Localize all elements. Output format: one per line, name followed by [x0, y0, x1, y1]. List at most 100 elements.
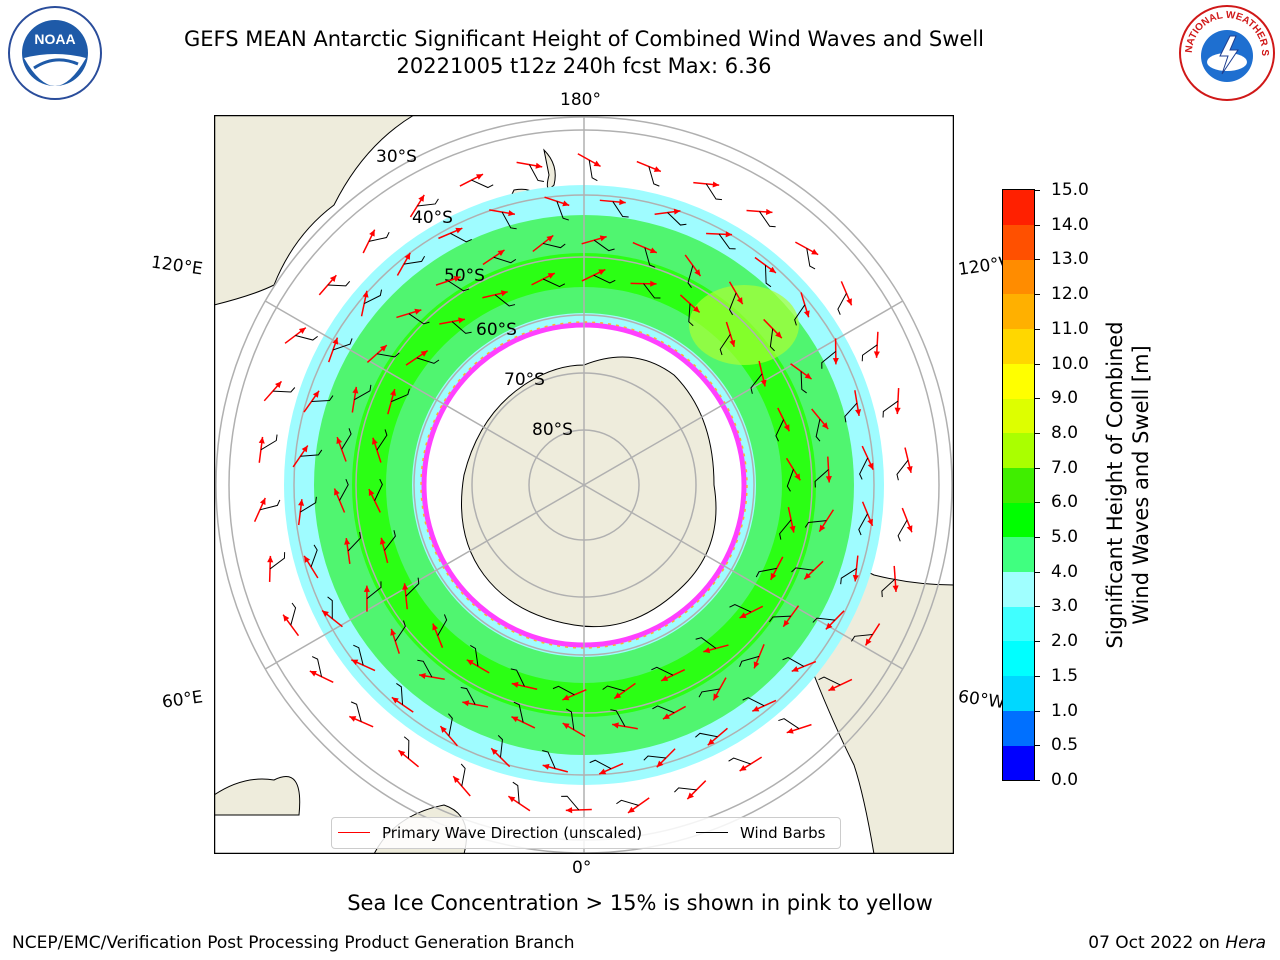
wave-direction-arrowhead [419, 672, 426, 679]
wind-barb [882, 400, 899, 418]
wind-barb [396, 683, 404, 705]
wind-barb [593, 274, 616, 284]
longitude-label-60e: 60°E [160, 687, 205, 713]
wave-direction-arrowhead [511, 716, 519, 723]
wave-direction-arrowhead [739, 612, 747, 618]
wave-direction-arrowhead [760, 379, 767, 387]
wave-direction-arrowhead [627, 806, 635, 813]
colorbar-tick-label: 0.5 [1051, 735, 1079, 756]
wind-barb [339, 479, 349, 501]
wave-direction-arrowhead [455, 227, 463, 234]
wind-barb [327, 280, 351, 287]
wind-barb [448, 713, 453, 737]
wave-direction-arrowhead [363, 585, 370, 592]
wind-barb [821, 351, 837, 369]
wind-barb [800, 371, 807, 394]
wave-direction-arrowhead [794, 473, 801, 481]
wave-direction-arrowhead [752, 705, 760, 712]
colorbar-segment [1003, 294, 1034, 330]
wave-direction-arrowhead [535, 162, 543, 169]
legend-wave-direction-label: Primary Wave Direction (unscaled) [382, 824, 643, 842]
wind-barb [416, 357, 440, 364]
wind-barb [759, 211, 776, 228]
legend-item-wave-direction: Primary Wave Direction (unscaled) [338, 824, 642, 842]
wave-direction-arrowhead [828, 685, 836, 691]
latitude-label: 50°S [444, 266, 485, 286]
wind-barb [589, 759, 612, 770]
wind-barb [542, 750, 556, 769]
wind-barb [652, 705, 675, 714]
wave-direction-arrowhead [404, 252, 411, 260]
wave-direction-arrowhead [593, 160, 601, 167]
wind-barb [327, 596, 333, 619]
wind-barb [755, 567, 777, 578]
colorbar-tick-label: 9.0 [1051, 388, 1079, 409]
wind-barb [290, 602, 297, 626]
footer-credit: NCEP/EMC/Verification Post Processing Pr… [12, 933, 575, 953]
wave-direction-arrowhead [562, 723, 570, 729]
wave-direction-arrowhead [390, 628, 397, 636]
wave-direction-arrowhead [692, 305, 700, 313]
wind-barb [497, 735, 503, 758]
noaa-logo-icon: NOAA [8, 6, 102, 100]
wind-barb [405, 577, 420, 597]
wave-direction-arrowhead [371, 437, 378, 445]
wave-direction-arrowhead [309, 671, 317, 677]
wind-barb [897, 519, 908, 542]
nws-logo-icon: NATIONAL WEATHER SERVICE [1174, 0, 1276, 102]
wind-barb [513, 701, 524, 723]
wave-direction-arrowhead [713, 693, 720, 701]
wind-barb [565, 708, 575, 730]
wave-direction-arrowhead [500, 290, 508, 297]
wind-barb [769, 328, 775, 352]
wave-direction-arrowhead [673, 208, 681, 215]
colorbar-segment [1003, 745, 1034, 781]
wave-direction-arrowhead [753, 661, 760, 669]
wave-direction-arrowhead [542, 763, 550, 770]
wind-barb [552, 685, 575, 696]
wave-direction-arrowhead [402, 583, 409, 590]
colorbar-segment [1003, 571, 1034, 607]
wave-direction-arrowhead [565, 807, 573, 814]
wave-direction-arrowhead [304, 555, 311, 563]
wind-barb [739, 655, 760, 668]
wave-direction-arrowhead [379, 537, 386, 545]
wave-direction-arrowhead [336, 437, 343, 445]
latitude-label: 70°S [504, 370, 545, 390]
wave-direction-arrowhead [649, 247, 657, 254]
wave-direction-arrowhead [852, 574, 859, 582]
wave-direction-arrowhead [267, 555, 274, 563]
colorbar-tick-label: 1.5 [1051, 665, 1079, 686]
wave-direction-arrowhead [656, 760, 664, 768]
colorbar-segment [1003, 502, 1034, 538]
wind-barb [368, 231, 390, 242]
wind-barb [556, 201, 569, 221]
wind-barb [698, 688, 720, 698]
wind-barb [861, 344, 878, 362]
wind-barb [705, 183, 723, 201]
wind-barb [896, 459, 909, 481]
wave-direction-arrowhead [369, 229, 375, 237]
wind-barb [450, 232, 472, 243]
wave-direction-line-icon [338, 832, 370, 833]
wind-barb [728, 757, 751, 765]
colorbar-label-line1: Significant Height of Combined [1103, 321, 1127, 649]
wind-barb [612, 201, 629, 218]
wave-direction-arrowhead [786, 727, 794, 734]
wind-barb [295, 335, 318, 341]
longitude-label-60w: 60°W [956, 686, 1007, 714]
wind-barb [837, 293, 847, 315]
map-subtitle: 20221005 t12z 240h fcst Max: 6.36 [396, 54, 772, 78]
wave-direction-arrowhead [804, 372, 812, 380]
wave-direction-arrowhead [825, 476, 832, 483]
wind-barb [688, 303, 694, 327]
wind-barb [363, 289, 383, 305]
wave-direction-arrowhead [398, 750, 406, 757]
wind-barb-line-icon [696, 832, 728, 833]
wave-direction-arrowhead [312, 390, 320, 398]
wind-barb [300, 449, 323, 457]
colorbar-ticks: 0.0 0.5 1.0 1.5 2.0 3.0 4.0 5.0 6.0 7.0 8.0 9.0 10.0… [1034, 180, 1104, 790]
wave-direction-arrowhead [466, 659, 474, 666]
wave-direction-arrowhead [562, 694, 570, 701]
wind-barb [332, 338, 353, 351]
